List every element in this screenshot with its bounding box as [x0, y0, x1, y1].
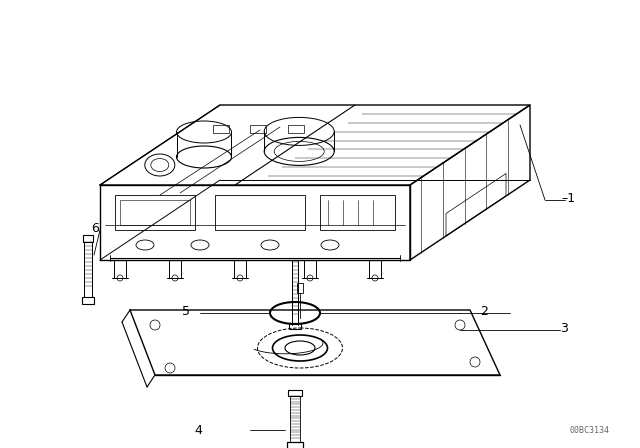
Text: 4: 4	[194, 423, 202, 436]
Text: 00BC3134: 00BC3134	[570, 426, 610, 435]
Text: 5: 5	[182, 305, 190, 318]
Text: 2: 2	[480, 305, 488, 318]
Text: –1: –1	[561, 191, 575, 204]
Text: 3: 3	[560, 322, 568, 335]
Text: 6: 6	[91, 221, 99, 234]
